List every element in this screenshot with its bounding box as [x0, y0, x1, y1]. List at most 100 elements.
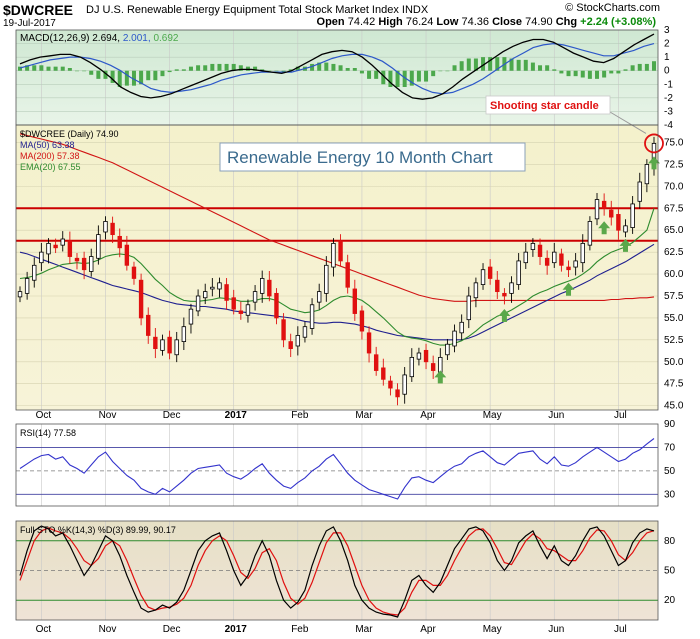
candle-body: [587, 221, 593, 246]
macd-hist-bar: [89, 70, 94, 75]
candle-body: [160, 339, 165, 351]
macd-y-tick: -4: [664, 120, 673, 131]
chart-symbol: $DWCREE: [3, 2, 74, 18]
panel-rsi-border: [15, 423, 659, 507]
macd-hist-bar: [310, 63, 315, 71]
price-y-tick: 47.5: [664, 379, 684, 390]
candle-body: [516, 260, 521, 285]
macd-hist-bar: [217, 63, 222, 71]
price-y-tick: 52.5: [664, 335, 684, 346]
candle-body: [260, 278, 265, 294]
candle-body: [309, 304, 315, 329]
candle-body: [110, 222, 115, 236]
candle-body: [552, 251, 557, 264]
open-value: 74.42: [347, 16, 376, 28]
candle-body: [238, 310, 244, 314]
high-label: High: [378, 16, 403, 28]
candle-body: [60, 238, 65, 246]
candle-body: [302, 326, 308, 338]
x-tick-label: 2017: [225, 410, 248, 421]
macd-hist-bar: [317, 62, 322, 71]
x-tick-label: Jun: [548, 624, 564, 635]
macd-hist-bar: [602, 70, 607, 78]
macd-y-tick: 2: [664, 39, 670, 50]
macd-hist-bar: [445, 70, 450, 72]
candle-body: [445, 343, 450, 356]
candle-body: [124, 244, 130, 266]
candle-body: [573, 260, 578, 268]
price-y-tick: 55.0: [664, 313, 684, 324]
candle-body: [373, 354, 379, 371]
macd-hist-bar: [466, 58, 471, 71]
x-tick-label: Dec: [163, 410, 181, 421]
macd-hist-bar: [424, 70, 429, 82]
candle-body: [295, 335, 301, 347]
macd-hist-bar: [224, 63, 229, 71]
candle-body: [630, 203, 635, 229]
title-box: [219, 142, 526, 172]
candle-body: [473, 282, 479, 299]
macd-hist-bar: [587, 70, 592, 79]
macd-legend: MACD(12,26,9) 2.694, 2.001, 0.692: [20, 33, 179, 44]
x-tick-label: Apr: [420, 624, 436, 635]
candle-body: [480, 269, 486, 286]
candle-body: [459, 321, 464, 334]
macd-hist-bar: [25, 65, 30, 71]
macd-hist-bar: [623, 69, 628, 71]
candle-body: [452, 330, 457, 347]
candle-body: [345, 262, 350, 288]
candle-body: [637, 181, 642, 202]
candle-body: [438, 356, 443, 373]
support-arrow: [598, 221, 611, 235]
x-tick-label: Feb: [291, 624, 309, 635]
x-tick-label: Nov: [99, 624, 117, 635]
candle-body: [39, 251, 44, 264]
candle-body: [559, 253, 564, 266]
macd-hist-bar: [32, 65, 37, 71]
candle-body: [466, 295, 471, 321]
candle-body: [138, 279, 144, 319]
macd-hist-bar: [167, 70, 172, 73]
macd-hist-bar: [124, 70, 129, 86]
price-y-tick: 75.0: [664, 138, 684, 149]
macd-hist-bar: [552, 69, 557, 71]
ohlc-summary: Open 74.42 High 76.24 Low 74.36 Close 74…: [317, 16, 656, 28]
macd-hist-bar: [295, 66, 300, 71]
candle-body: [131, 266, 137, 279]
macd-hist-bar: [374, 70, 379, 79]
macd-hist-bar: [160, 70, 165, 77]
candle-body: [174, 339, 179, 356]
sto-k-line: [19, 525, 655, 618]
candle-body: [67, 240, 73, 257]
macd-hist-bar: [545, 65, 550, 71]
macd-hist-bar: [409, 70, 414, 86]
ma50-line: [19, 243, 655, 341]
macd-hist-bar: [46, 66, 51, 71]
panel-price-bg: [16, 125, 658, 410]
macd-hist-bar: [60, 66, 65, 71]
macd-hist-bar: [644, 63, 649, 71]
candle-body: [623, 225, 628, 233]
macd-hist-bar: [652, 61, 656, 71]
macd-hist-bar: [203, 65, 208, 71]
low-label: Low: [436, 16, 459, 28]
macd-hist-bar: [260, 69, 265, 71]
macd-hist-bar: [117, 70, 122, 87]
support-arrow: [498, 309, 511, 322]
macd-hist-bar: [274, 70, 279, 72]
candle-body: [616, 214, 621, 231]
candle-body: [395, 389, 400, 398]
macd-hist-bar: [367, 70, 372, 79]
macd-hist-bar: [39, 65, 44, 71]
price-y-tick: 45.0: [664, 401, 684, 412]
rsi-legend: RSI(14) 77.58: [20, 428, 76, 438]
candle-body: [331, 242, 336, 268]
macd-hist-bar: [82, 70, 87, 72]
candle-body: [594, 199, 600, 220]
candle-body: [89, 256, 94, 272]
index-name: DJ U.S. Renewable Energy Equipment Total…: [86, 4, 429, 16]
macd-hist-bar: [395, 70, 400, 87]
candle-body: [188, 308, 194, 325]
shooting-star-circle: [644, 133, 664, 154]
macd-hist-bar: [245, 66, 250, 71]
